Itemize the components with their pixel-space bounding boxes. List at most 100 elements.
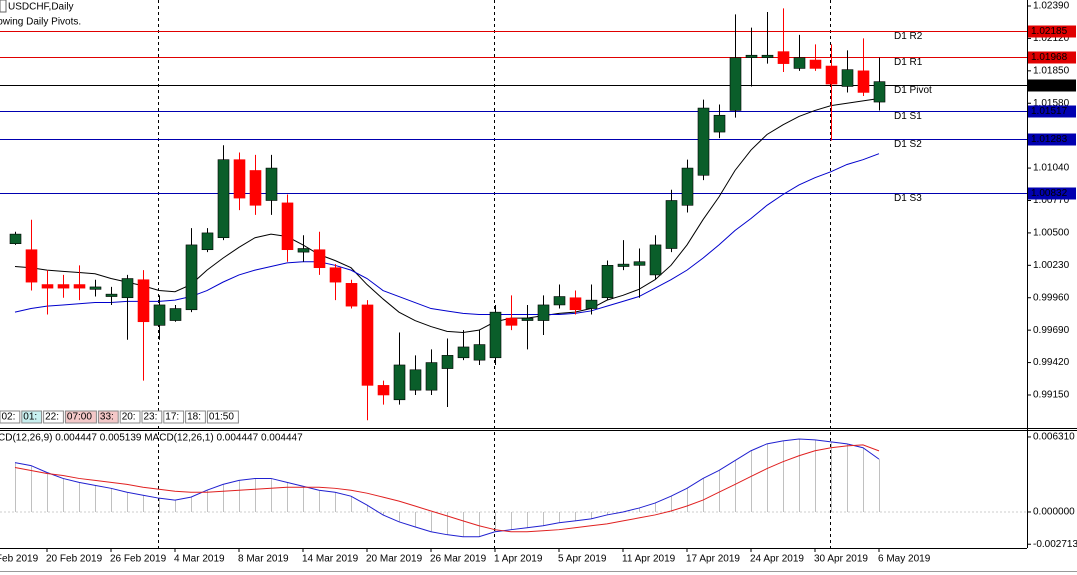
x-tick-label: 11 Apr 2019 — [622, 554, 676, 565]
candle-body — [9, 233, 22, 245]
candle-body — [345, 283, 358, 307]
candle-body — [825, 65, 838, 85]
price-box — [1028, 105, 1076, 118]
pivot-label: D1 R2 — [894, 31, 923, 42]
x-tick-label: 30 Apr 2019 — [814, 554, 868, 565]
timer-box — [163, 410, 185, 424]
candle-body — [585, 299, 598, 309]
y-tick-label: 0.000000 — [1033, 507, 1075, 518]
candle-body — [793, 57, 806, 69]
price-box — [1028, 79, 1076, 92]
timer-label: 18: — [187, 412, 201, 423]
line — [14, 444, 880, 533]
candle-body — [249, 170, 262, 206]
x-tick-label: 20 Mar 2019 — [366, 554, 423, 565]
timer-box — [21, 410, 43, 424]
candle-body — [489, 311, 502, 359]
line — [14, 97, 880, 334]
candle-body — [569, 297, 582, 311]
candle-body — [521, 317, 534, 321]
timer-box — [43, 410, 64, 424]
y-tick-label: 1.01580 — [1033, 98, 1070, 109]
timer-label: 17: — [165, 412, 179, 423]
x-tick-label: 1 Apr 2019 — [494, 554, 543, 565]
pivot-label: D1 R1 — [894, 57, 923, 68]
candle-body — [297, 248, 310, 253]
timer-box — [185, 410, 206, 424]
candle-body — [169, 308, 182, 321]
x-tick-label: 17 Apr 2019 — [686, 554, 740, 565]
chart-title: USDCHF,Daily — [8, 2, 74, 13]
candle-body — [265, 167, 278, 201]
candle-body — [633, 261, 646, 266]
indicator-caption: Showing Daily Pivots. — [0, 17, 81, 28]
candle-body — [649, 244, 662, 276]
y-tick-label: 1.02120 — [1033, 33, 1070, 44]
candle-body — [665, 200, 678, 249]
x-tick-label: 5 Apr 2019 — [558, 554, 607, 565]
candle-body — [393, 364, 406, 401]
candle-body — [185, 244, 198, 311]
candle-body — [409, 369, 422, 391]
candle-body — [153, 304, 166, 326]
candle-body — [729, 57, 742, 111]
pivot-label: D1 S3 — [894, 193, 922, 204]
x-tick-label: 26 Mar 2019 — [430, 554, 487, 565]
y-tick-label: 0.99150 — [1033, 390, 1070, 401]
timer-label: 01:50 — [209, 412, 234, 423]
y-tick-label: 0.99960 — [1033, 292, 1070, 303]
candle-body — [473, 344, 486, 361]
y-tick-label: 0.99690 — [1033, 325, 1070, 336]
candle-body — [233, 159, 246, 199]
candle-body — [361, 304, 374, 386]
candle-body — [105, 293, 118, 297]
candle-body — [809, 59, 822, 69]
x-tick-label: 6 May 2019 — [878, 554, 931, 565]
x-tick-label: 26 Feb 2019 — [110, 554, 167, 565]
y-tick-label: 1.01850 — [1033, 65, 1070, 76]
candle-body — [841, 69, 854, 87]
timer-label: 20: — [122, 412, 136, 423]
candle-body — [601, 265, 614, 299]
x-tick-label: 24 Apr 2019 — [750, 554, 804, 565]
candle-body — [57, 284, 70, 289]
price-box-label: 1.01283 — [1031, 134, 1068, 145]
candle-body — [281, 202, 294, 251]
candle-body — [457, 346, 470, 359]
price-box — [1028, 133, 1076, 146]
timer-label: 23: — [144, 412, 158, 423]
candle-body — [777, 51, 790, 64]
x-tick-label: 8 Mar 2019 — [238, 554, 289, 565]
candle-body — [89, 286, 102, 290]
candle-body — [873, 81, 886, 103]
candle-body — [537, 304, 550, 321]
candle-body — [217, 159, 230, 239]
candle-body — [857, 70, 870, 93]
price-box-label: 1.01734 — [1031, 80, 1068, 91]
y-tick-label: 1.00230 — [1033, 260, 1070, 271]
x-tick-label: 4 Mar 2019 — [174, 554, 225, 565]
x-tick-label: 14 Mar 2019 — [302, 554, 359, 565]
plot-layer: D1 R2 D1 R1 D1 Pivot D1 S1 D1 S2 D1 S3 — [0, 8, 1027, 538]
candle-body — [313, 249, 326, 269]
macd-caption: MACD(12,26,9) 0.004447 0.005139 MACD(12,… — [0, 433, 303, 444]
candle-body — [41, 284, 54, 289]
pivot-label: D1 Pivot — [894, 85, 932, 96]
line — [14, 438, 880, 538]
price-box — [1028, 187, 1076, 200]
pivot-label: D1 S2 — [894, 139, 922, 150]
candle-body — [697, 107, 710, 176]
candle-body — [441, 355, 454, 369]
price-box — [1028, 51, 1076, 64]
y-tick-label: -0.002713 — [1033, 539, 1077, 550]
candle-body — [137, 279, 150, 323]
timer-box — [0, 410, 21, 424]
candle-body — [761, 54, 774, 58]
candle-body — [25, 249, 38, 283]
candle-body — [201, 232, 214, 251]
y-tick-label: 1.01040 — [1033, 163, 1070, 174]
symbol-icon — [0, 0, 7, 13]
candle-body — [377, 385, 390, 396]
